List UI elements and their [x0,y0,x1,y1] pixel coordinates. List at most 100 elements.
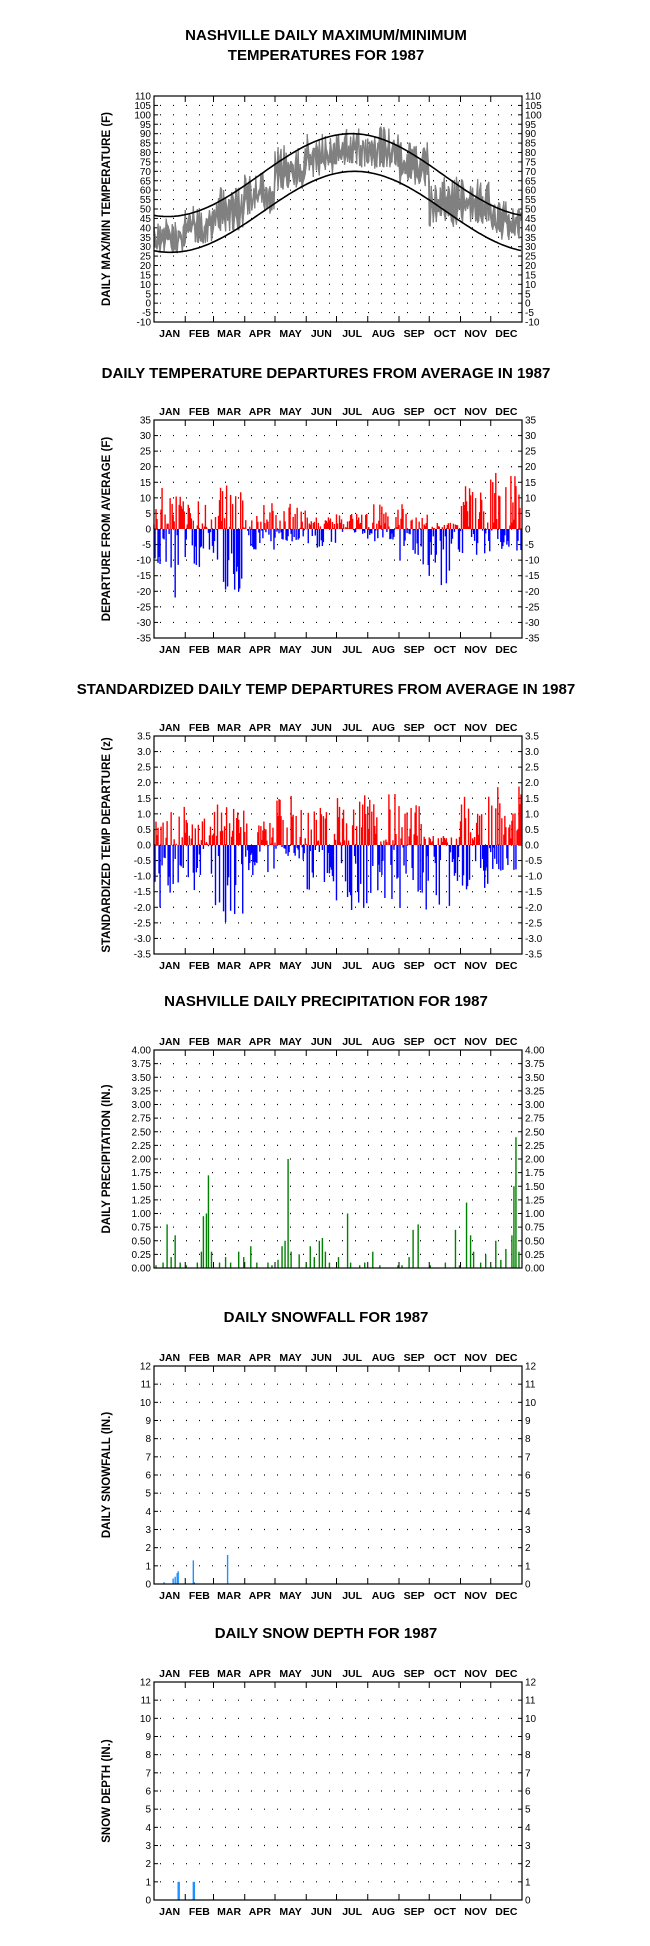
daily-max-trace [227,199,230,216]
daily-max-trace [449,194,452,200]
y-tick-label-left: -20 [137,587,152,598]
y-tick-label-left: 3.75 [132,1059,152,1070]
month-label-bottom: JAN [159,328,180,340]
month-label-bottom: JAN [159,644,180,656]
daily-min-trace [403,165,406,175]
daily-max-trace [273,151,276,198]
y-tick-label-right: 50 [525,205,537,216]
daily-min-trace [361,146,364,168]
daily-max-trace [511,208,514,228]
month-label-top: FEB [189,722,210,734]
daily-min-trace [476,216,479,224]
chart-title: NASHVILLE DAILY PRECIPITATION FOR 1987 [164,993,488,1010]
daily-min-trace [225,210,228,232]
daily-min-trace [262,194,265,206]
daily-max-trace [434,185,437,190]
daily-max-trace [257,190,260,197]
y-tick-label-right: 10 [525,1714,537,1725]
month-label-top: FEB [189,1352,210,1364]
y-tick-label-left: 80 [140,148,152,159]
daily-min-trace [288,169,291,183]
daily-max-trace [179,231,182,236]
daily-min-trace [492,224,495,230]
daily-max-trace [167,225,170,230]
daily-min-trace [472,207,475,218]
y-tick-label-left: 10 [140,493,152,504]
y-tick-label-left: 3.5 [137,732,151,743]
daily-min-trace [410,170,413,179]
daily-min-trace [398,163,401,185]
daily-min-trace [386,155,389,167]
daily-max-trace [445,195,448,198]
daily-max-trace [168,229,171,234]
daily-min-trace [306,155,309,159]
month-label-bottom: JUL [342,1906,362,1918]
daily-max-trace [382,127,385,155]
month-label-top: SEP [404,1352,425,1364]
y-tick-label-right: 85 [525,139,537,150]
y-tick-label-left: -1.5 [134,887,152,898]
y-tick-label-left: -35 [137,634,152,645]
daily-min-trace [388,154,391,168]
y-tick-label-right: 15 [525,478,537,489]
daily-min-trace [516,223,519,234]
daily-min-trace [321,160,324,164]
month-label-top: JUL [342,722,362,734]
y-tick-label-right: 9 [525,1732,531,1743]
month-label-bottom: OCT [434,644,457,656]
daily-max-trace [212,210,214,212]
y-tick-label-right: 40 [525,223,537,234]
y-tick-label-left: 15 [140,478,152,489]
daily-min-trace [308,162,311,171]
month-label-bottom: DEC [495,328,518,340]
daily-max-trace [448,189,451,200]
y-tick-label-left: 7 [145,1452,151,1463]
y-tick-label-right: -10 [525,318,540,329]
daily-min-trace [328,159,331,163]
daily-min-trace [211,229,214,235]
daily-min-trace [257,195,260,203]
month-label-top: OCT [434,406,457,418]
month-label-bottom: NOV [464,1906,487,1918]
y-tick-label-left: 55 [140,195,152,206]
daily-max-trace [291,163,294,165]
daily-min-trace [383,157,386,168]
daily-min-trace [401,172,404,175]
daily-min-trace [304,165,307,175]
daily-max-trace [190,220,193,227]
daily-max-trace [431,197,434,206]
y-tick-label-right: 0 [525,1580,531,1591]
daily-max-trace [446,186,449,196]
chart-title: DAILY SNOWFALL FOR 1987 [224,1309,429,1326]
daily-min-trace [514,222,517,236]
month-label-bottom: MAY [279,644,301,656]
daily-min-trace [183,242,186,247]
daily-max-trace [267,189,270,200]
month-label-bottom: OCT [434,328,457,340]
month-label-bottom: NOV [464,644,487,656]
chart-precip: NASHVILLE DAILY PRECIPITATION FOR 1987 DA… [101,993,545,1275]
y-tick-label-right: 15 [525,270,537,281]
daily-min-trace [484,215,487,218]
daily-min-trace [265,192,268,210]
y-tick-label-left: 5 [145,509,151,520]
month-label-top: SEP [404,1668,425,1680]
daily-min-trace [243,202,246,214]
y-tick-label-right: 1.75 [525,1168,545,1179]
daily-max-trace [368,141,371,155]
y-tick-label-right: 0.75 [525,1223,545,1234]
daily-min-trace [160,241,163,245]
daily-max-trace [518,208,521,215]
daily-max-trace [244,174,247,179]
daily-min-trace [504,219,507,223]
month-label-top: NOV [464,406,487,418]
month-label-bottom: JUN [311,1906,332,1918]
y-tick-label-left: -3.0 [134,934,152,945]
y-tick-label-left: 1.75 [132,1168,152,1179]
daily-min-trace [378,148,381,167]
y-tick-label-right: 110 [525,92,541,103]
daily-min-trace [282,177,285,190]
daily-max-trace [219,187,222,200]
daily-min-trace [448,214,450,217]
daily-min-trace [324,154,327,170]
